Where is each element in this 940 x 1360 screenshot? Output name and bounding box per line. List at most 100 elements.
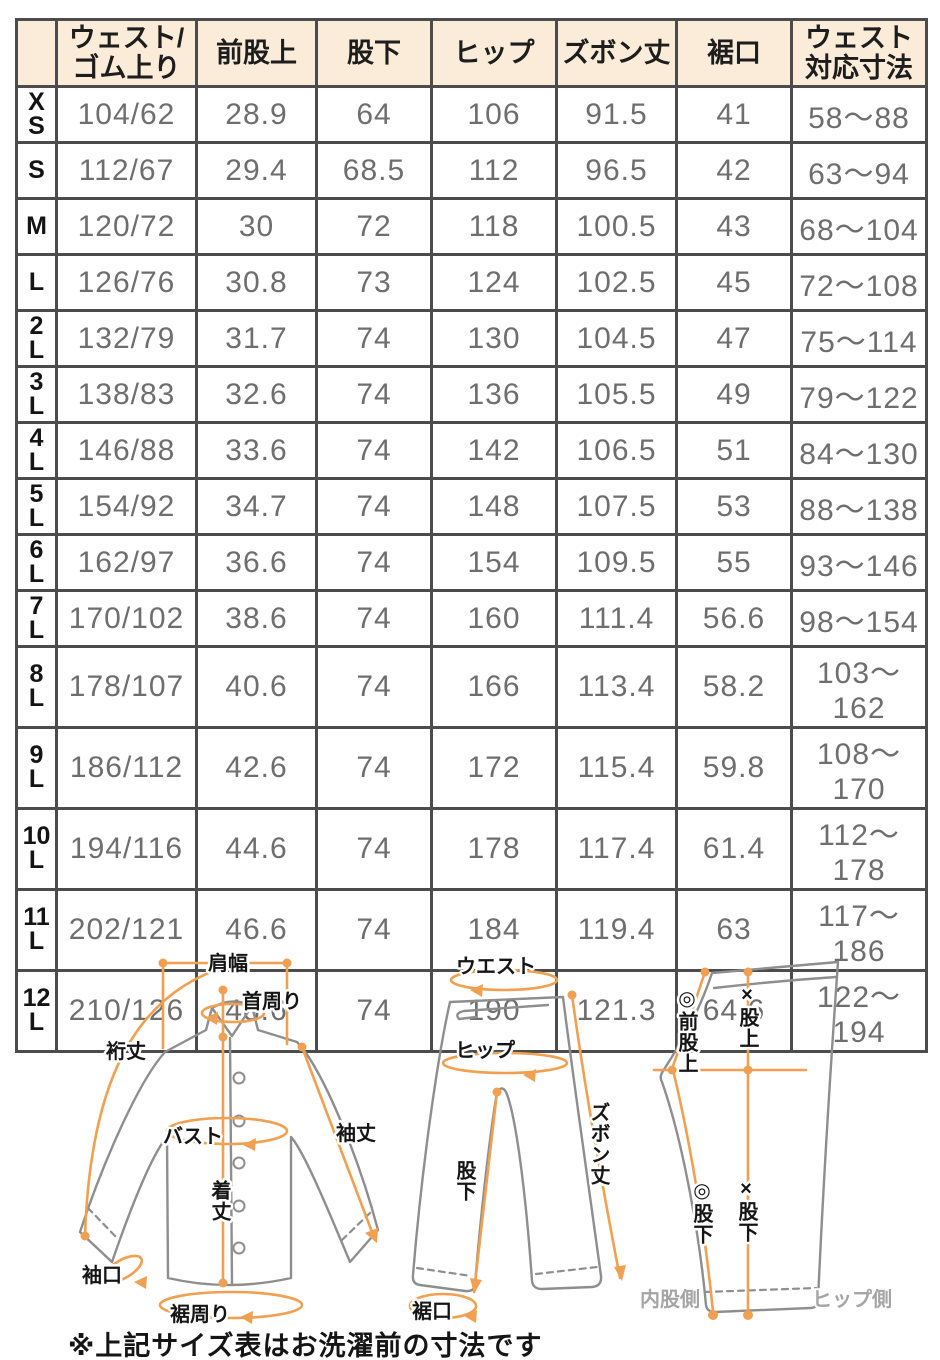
table-row: L 126/76 30.8 73 124 102.5 45 72〜108 xyxy=(15,253,928,312)
table-cell: 49 xyxy=(675,365,793,424)
table-cell: 138/83 xyxy=(55,365,198,424)
table-row: 3 L 138/83 32.6 74 136 105.5 49 79〜122 xyxy=(15,365,928,424)
table-cell: 106.5 xyxy=(555,421,678,480)
table-cell: 79〜122 xyxy=(790,365,928,424)
pants-length-label: ズボン丈 xyxy=(587,1101,610,1186)
table-cell: 184 xyxy=(430,888,558,972)
table-cell: 120/72 xyxy=(55,197,198,256)
table-cell: 74 xyxy=(315,589,433,648)
table-cell: 146/88 xyxy=(55,421,198,480)
table-cell: 29.4 xyxy=(195,141,318,200)
column-header: ズボン丈 xyxy=(555,18,678,88)
size-label: 12 L xyxy=(15,969,58,1053)
table-row: 5 L 154/92 34.7 74 148 107.5 53 88〜138 xyxy=(15,477,928,536)
table-cell: 172 xyxy=(430,726,558,810)
table-cell: 32.6 xyxy=(195,365,318,424)
table-row: 4 L 146/88 33.6 74 142 106.5 51 84〜130 xyxy=(15,421,928,480)
table-cell: 119.4 xyxy=(555,888,678,972)
pants-hem-label: 裾口 xyxy=(412,1299,452,1323)
rise-label: ×股上 xyxy=(736,984,759,1049)
footnote: ※上記サイズ表はお洗濯前の寸法です xyxy=(68,1331,543,1360)
table-row: 10 L 194/116 44.6 74 178 117.4 61.4 112〜178 xyxy=(15,807,928,891)
table-cell: 74 xyxy=(315,365,433,424)
column-header: ヒップ xyxy=(430,18,558,88)
pants-front-diagram: ウエスト ヒップ ズボン丈 股下 裾口 xyxy=(408,953,626,1326)
table-cell: 44.6 xyxy=(195,807,318,891)
shirt-diagram: 肩幅 首周り 裄丈 バスト 袖丈 着丈 袖口 裾周り xyxy=(78,949,380,1329)
pants-side-measure-lines xyxy=(652,967,808,1320)
table-cell: 68〜104 xyxy=(790,197,928,256)
table-cell: 63〜94 xyxy=(790,141,928,200)
table-cell: 113.4 xyxy=(555,645,678,729)
table-cell: 59.8 xyxy=(675,726,793,810)
table-cell: 40.6 xyxy=(195,645,318,729)
measurement-diagrams: 肩幅 首周り 裄丈 バスト 袖丈 着丈 袖口 裾周り xyxy=(78,949,894,1329)
table-cell: 72 xyxy=(315,197,433,256)
table-cell: 142 xyxy=(430,421,558,480)
table-row: S 112/67 29.4 68.5 112 96.5 42 63〜94 xyxy=(15,141,928,200)
table-cell: 88〜138 xyxy=(790,477,928,536)
table-cell: 112〜178 xyxy=(790,807,928,891)
pants-hip-label: ヒップ xyxy=(455,1039,516,1062)
table-cell: 74 xyxy=(315,421,433,480)
table-cell: 74 xyxy=(315,533,433,592)
table-cell: 178 xyxy=(430,807,558,891)
table-cell: 93〜146 xyxy=(790,533,928,592)
pants-side-waist-seam xyxy=(712,975,838,990)
table-cell: 75〜114 xyxy=(790,309,928,368)
table-cell: 55 xyxy=(675,533,793,592)
table-cell: 84〜130 xyxy=(790,421,928,480)
table-cell: 42 xyxy=(675,141,793,200)
column-header: 股下 xyxy=(315,18,433,88)
table-cell: 148 xyxy=(430,477,558,536)
size-label: 11 L xyxy=(15,888,58,972)
table-cell: 61.4 xyxy=(675,807,793,891)
cuff-label: 袖口 xyxy=(82,1263,122,1287)
table-cell: 122〜194 xyxy=(790,969,928,1053)
table-cell: 186/112 xyxy=(55,726,198,810)
bust-label: バスト xyxy=(163,1125,223,1148)
hem-round-label: 裾周り xyxy=(170,1302,230,1326)
pants-inseam-label: 股下 xyxy=(453,1160,476,1202)
size-label: L xyxy=(15,253,58,312)
table-cell: 63 xyxy=(675,888,793,972)
size-table-header: ウェスト/ゴム上り 前股上 股下 ヒップ ズボン丈 裾口 ウェスト 対応寸法 xyxy=(15,18,928,88)
column-header: ウェスト/ゴム上り xyxy=(55,18,198,88)
inner-side-label: 内股側 xyxy=(640,1287,700,1311)
table-cell: 41 xyxy=(675,85,793,144)
size-table: ウェスト/ゴム上り 前股上 股下 ヒップ ズボン丈 裾口 ウェスト 対応寸法 X S 104/62… xyxy=(15,18,928,1053)
table-cell: 105.5 xyxy=(555,365,678,424)
pants-front-cuff-dashes xyxy=(415,1265,599,1278)
table-cell: 130 xyxy=(430,309,558,368)
side-inseam-a-label: ◎股下 xyxy=(690,1178,713,1245)
table-cell: 160 xyxy=(430,589,558,648)
column-header: 前股上 xyxy=(195,18,318,88)
table-cell: 74 xyxy=(315,645,433,729)
table-cell: 118 xyxy=(430,197,558,256)
table-cell: 112/67 xyxy=(55,141,198,200)
table-cell: 51 xyxy=(675,421,793,480)
front-rise-label: ◎前股上 xyxy=(675,986,698,1074)
table-cell: 124 xyxy=(430,253,558,312)
table-cell: 132/79 xyxy=(55,309,198,368)
shirt-measure-lines xyxy=(80,958,378,1324)
size-label: S xyxy=(15,141,58,200)
table-cell: 194/116 xyxy=(55,807,198,891)
table-cell: 74 xyxy=(315,807,433,891)
table-cell: 100.5 xyxy=(555,197,678,256)
table-cell: 74 xyxy=(315,726,433,810)
header-row: ウェスト/ゴム上り 前股上 股下 ヒップ ズボン丈 裾口 ウェスト 対応寸法 xyxy=(15,18,928,88)
size-label: M xyxy=(15,197,58,256)
table-row: X S 104/62 28.9 64 106 91.5 41 58〜88 xyxy=(15,85,928,144)
table-cell: 43 xyxy=(675,197,793,256)
table-row: 2 L 132/79 31.7 74 130 104.5 47 75〜114 xyxy=(15,309,928,368)
table-row: M 120/72 30 72 118 100.5 43 68〜104 xyxy=(15,197,928,256)
column-header xyxy=(15,18,58,88)
table-cell: 45 xyxy=(675,253,793,312)
side-inseam-b-label: ×股下 xyxy=(735,1178,758,1243)
pants-side-diagram: ◎前股上 ×股上 ◎股下 ×股下 内股側 ヒップ側 xyxy=(638,960,894,1320)
